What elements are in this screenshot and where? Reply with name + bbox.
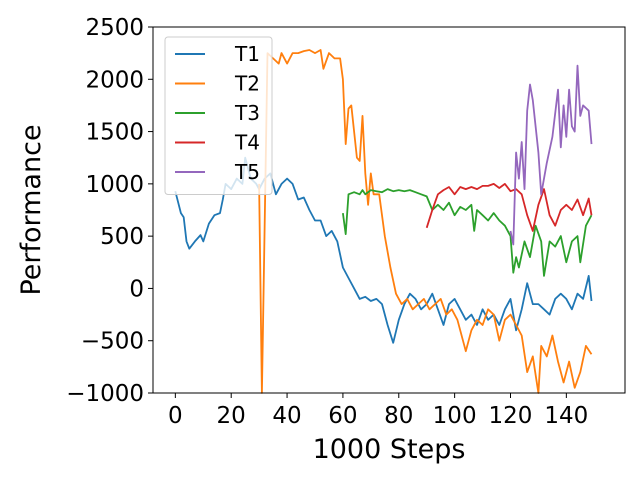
plot-frame <box>152 26 626 394</box>
y-tick-label: −1000 <box>66 381 144 407</box>
x-tick-label: 20 <box>217 403 246 429</box>
legend-label: T2 <box>234 72 260 96</box>
x-tick-label: 80 <box>384 403 413 429</box>
y-axis-label: Performance <box>16 124 47 295</box>
y-tick-label: 1500 <box>85 120 144 146</box>
y-tick-label: 500 <box>100 224 144 250</box>
line-series <box>425 183 593 232</box>
line-series <box>342 188 593 277</box>
y-tick-label: −500 <box>81 329 144 355</box>
x-tick-label: 0 <box>168 403 183 429</box>
x-tick-label: 100 <box>433 403 477 429</box>
legend-box <box>164 36 273 195</box>
x-tick-label: 120 <box>489 403 533 429</box>
legend-label: T4 <box>234 131 260 155</box>
line-series <box>258 49 593 394</box>
x-tick-label: 40 <box>272 403 301 429</box>
x-axis-label: 1000 Steps <box>313 434 466 465</box>
legend-label: T3 <box>234 101 260 125</box>
y-tick-label: 2000 <box>85 67 144 93</box>
legend-label: T5 <box>234 160 260 184</box>
x-tick-label: 60 <box>328 403 357 429</box>
line-series <box>509 64 593 246</box>
legend-label: T1 <box>234 42 260 66</box>
y-tick-label: 2500 <box>85 15 144 41</box>
y-tick-label: 0 <box>129 276 144 302</box>
x-tick-label: 140 <box>544 403 588 429</box>
y-tick-label: 1000 <box>85 172 144 198</box>
